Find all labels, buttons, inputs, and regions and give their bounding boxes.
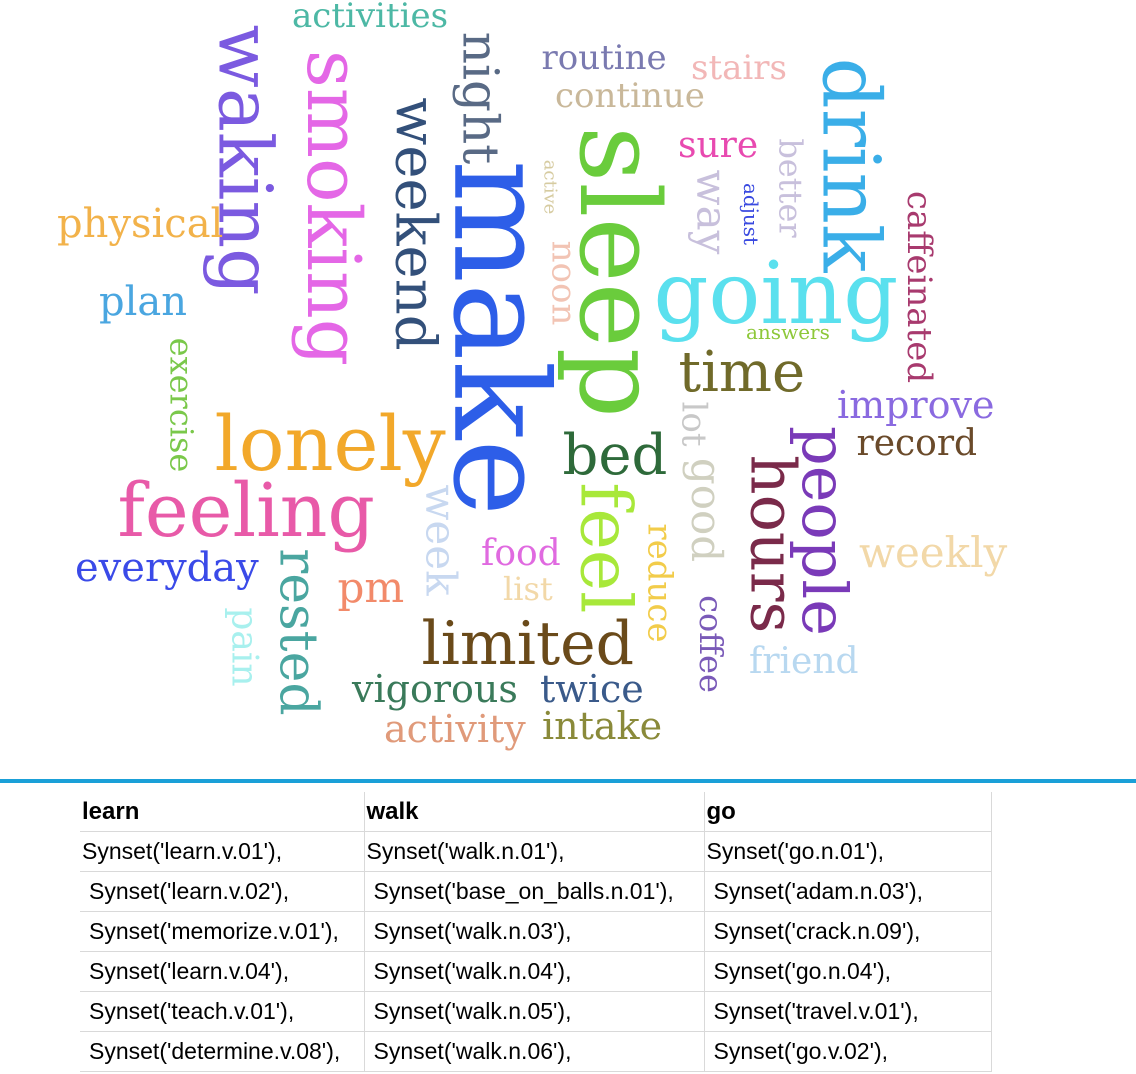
word-coffee: coffee bbox=[691, 595, 730, 693]
word-activities: activities bbox=[292, 0, 449, 36]
table-row: Synset('learn.v.01'), Synset('walk.n.01'… bbox=[80, 831, 992, 872]
word-weekly: weekly bbox=[859, 528, 1008, 577]
word-adjust: adjust bbox=[739, 182, 764, 246]
table-cell: Synset('travel.v.01'), bbox=[704, 991, 992, 1032]
word-continue: continue bbox=[555, 76, 705, 116]
word-exercise: exercise bbox=[161, 337, 200, 473]
column-header-walk: walk bbox=[364, 792, 705, 832]
word-pain: pain bbox=[223, 607, 265, 687]
word-drink: drink bbox=[804, 57, 898, 273]
word-limited: limited bbox=[421, 609, 635, 679]
table-cell: Synset('go.n.04'), bbox=[704, 951, 992, 992]
word-active: active bbox=[538, 159, 560, 215]
table-row: Synset('teach.v.01'), Synset('walk.n.05'… bbox=[80, 991, 992, 1032]
word-intake: intake bbox=[542, 704, 663, 748]
word-food: food bbox=[481, 533, 561, 574]
table-cell: Synset('walk.n.05'), bbox=[364, 991, 705, 1032]
table-cell: Synset('go.v.02'), bbox=[704, 1031, 992, 1072]
word-friend: friend bbox=[749, 641, 859, 682]
table-cell: Synset('determine.v.08'), bbox=[80, 1031, 365, 1072]
table-row: Synset('learn.v.04'), Synset('walk.n.04'… bbox=[80, 951, 992, 992]
word-waking: waking bbox=[201, 24, 287, 296]
synset-table: learn walk go Synset('learn.v.01'), Syns… bbox=[80, 792, 992, 1072]
table-cell: Synset('walk.n.03'), bbox=[364, 911, 705, 952]
word-night: night bbox=[450, 31, 509, 165]
word-lot: lot bbox=[673, 401, 714, 447]
word-pm: pm bbox=[337, 563, 405, 612]
word-smoking: smoking bbox=[290, 49, 377, 367]
table-row: Synset('determine.v.08'), Synset('walk.n… bbox=[80, 1031, 992, 1072]
word-improve: improve bbox=[837, 383, 995, 427]
section-divider bbox=[0, 779, 1136, 783]
table-cell: Synset('teach.v.01'), bbox=[80, 991, 365, 1032]
word-physical: physical bbox=[57, 201, 224, 247]
word-reduce: reduce bbox=[639, 523, 680, 643]
word-vigorous: vigorous bbox=[352, 667, 518, 711]
word-way: way bbox=[686, 169, 736, 255]
table-cell: Synset('base_on_balls.n.01'), bbox=[364, 871, 705, 912]
word-noon: noon bbox=[542, 240, 583, 326]
column-header-learn: learn bbox=[80, 792, 365, 832]
word-list: list bbox=[503, 570, 553, 608]
word-rested: rested bbox=[267, 548, 328, 716]
table-cell: Synset('learn.v.01'), bbox=[80, 831, 365, 872]
word-twice: twice bbox=[540, 667, 644, 711]
table-row: Synset('memorize.v.01'), Synset('walk.n.… bbox=[80, 911, 992, 952]
word-plan: plan bbox=[99, 279, 188, 325]
table-cell: Synset('learn.v.04'), bbox=[80, 951, 365, 992]
word-caffeinated: caffeinated bbox=[899, 190, 940, 384]
word-week: week bbox=[416, 484, 466, 596]
word-hours: hours bbox=[735, 454, 809, 634]
column-header-go: go bbox=[704, 792, 992, 832]
word-time: time bbox=[678, 340, 806, 405]
word-going: going bbox=[653, 244, 899, 344]
word-activity: activity bbox=[384, 707, 526, 751]
table-row: Synset('learn.v.02'), Synset('base_on_ba… bbox=[80, 871, 992, 912]
word-cloud: activities waking smoking night weekend make r… bbox=[57, 0, 1008, 751]
word-lonely: lonely bbox=[214, 399, 446, 488]
word-feel: feel bbox=[564, 482, 647, 614]
table-cell: Synset('go.n.01'), bbox=[704, 831, 992, 872]
table-cell: Synset('adam.n.03'), bbox=[704, 871, 992, 912]
word-sure: sure bbox=[678, 125, 759, 166]
table-cell: Synset('walk.n.01'), bbox=[364, 831, 705, 872]
word-feeling: feeling bbox=[117, 468, 375, 554]
table-cell: Synset('learn.v.02'), bbox=[80, 871, 365, 912]
word-everyday: everyday bbox=[75, 545, 259, 591]
word-record: record bbox=[856, 423, 978, 464]
word-stairs: stairs bbox=[691, 48, 787, 88]
word-better: better bbox=[771, 138, 810, 238]
word-answers: answers bbox=[746, 320, 830, 344]
table-cell: Synset('walk.n.04'), bbox=[364, 951, 705, 992]
table-cell: Synset('memorize.v.01'), bbox=[80, 911, 365, 952]
table-cell: Synset('walk.n.06'), bbox=[364, 1031, 705, 1072]
word-bed: bed bbox=[562, 423, 668, 488]
word-routine: routine bbox=[541, 38, 667, 78]
word-good: good bbox=[682, 457, 732, 563]
table-cell: Synset('crack.n.09'), bbox=[704, 911, 992, 952]
table-header-row: learn walk go bbox=[80, 792, 992, 832]
